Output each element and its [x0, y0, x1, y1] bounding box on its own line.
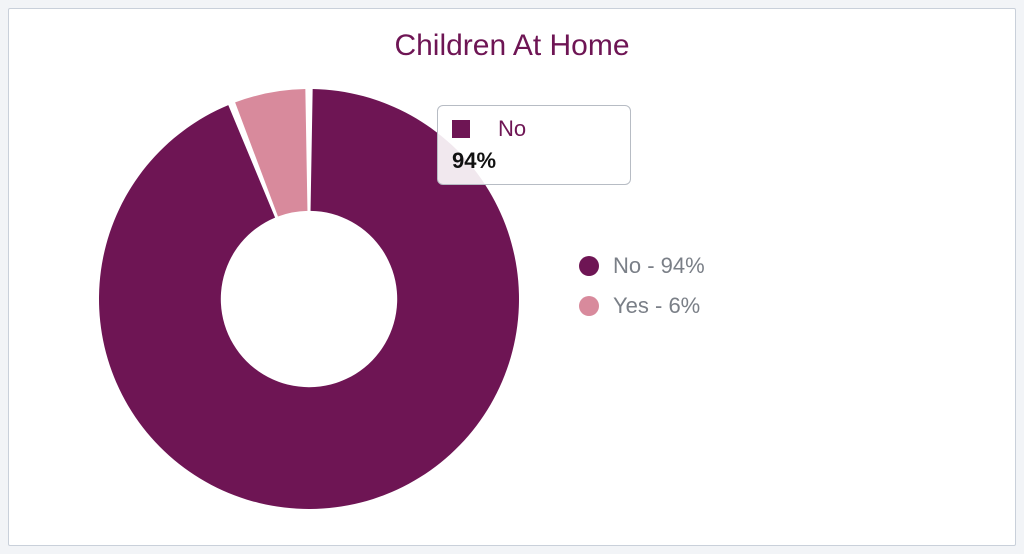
- legend-swatch: [579, 296, 599, 316]
- tooltip-value: 94%: [452, 148, 612, 174]
- chart-tooltip: No 94%: [437, 105, 631, 185]
- chart-title: Children At Home: [29, 29, 995, 63]
- chart-legend: No - 94% Yes - 6%: [579, 239, 705, 333]
- tooltip-label: No: [498, 116, 526, 142]
- legend-item[interactable]: Yes - 6%: [579, 293, 705, 319]
- tooltip-swatch: [452, 120, 470, 138]
- legend-swatch: [579, 256, 599, 276]
- legend-label: Yes - 6%: [613, 293, 700, 319]
- chart-card: Children At Home No 94% No - 94% Yes - 6…: [8, 8, 1016, 546]
- legend-item[interactable]: No - 94%: [579, 253, 705, 279]
- legend-label: No - 94%: [613, 253, 705, 279]
